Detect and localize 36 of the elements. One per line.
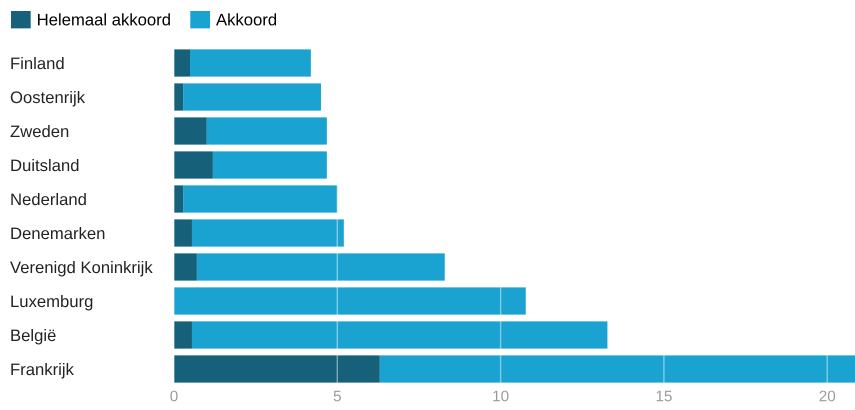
bar — [174, 49, 190, 77]
y-tick-label: Duitsland — [11, 158, 78, 172]
bar — [174, 83, 184, 111]
bar — [174, 219, 192, 247]
bar — [192, 219, 344, 247]
bar — [174, 151, 213, 179]
y-tick-label: Finland — [11, 56, 64, 70]
bar — [206, 117, 327, 145]
y-tick-label: Oostenrijk — [10, 90, 86, 106]
x-tick-label: 15 — [656, 390, 672, 402]
y-tick-label: Denemarken — [11, 226, 104, 240]
legend-label: Akkoord — [216, 13, 276, 26]
y-tick-label: Luxemburg — [11, 294, 92, 310]
bar — [174, 253, 197, 281]
x-tick-label: 20 — [820, 390, 836, 402]
bar — [174, 321, 192, 349]
bar — [190, 49, 311, 77]
bar — [174, 117, 207, 145]
bar — [380, 355, 855, 383]
y-tick-label: Nederland — [11, 192, 86, 206]
bar — [196, 253, 445, 281]
legend-label: Helemaal akkoord — [38, 13, 170, 26]
y-tick-label: België — [11, 328, 56, 344]
y-tick-label: Zweden — [10, 124, 68, 138]
bar — [174, 185, 184, 213]
bar — [174, 287, 526, 315]
bar — [174, 355, 380, 383]
y-tick-label: Verenigd Koninkrijk — [10, 260, 153, 276]
bar — [183, 83, 321, 111]
y-tick-label: Frankrijk — [11, 362, 74, 378]
bar — [183, 185, 338, 213]
x-tick-label: 0 — [170, 390, 178, 402]
x-tick-label: 10 — [493, 390, 509, 402]
x-tick-label: 5 — [334, 390, 341, 402]
bar — [192, 321, 608, 349]
bar — [212, 151, 327, 179]
